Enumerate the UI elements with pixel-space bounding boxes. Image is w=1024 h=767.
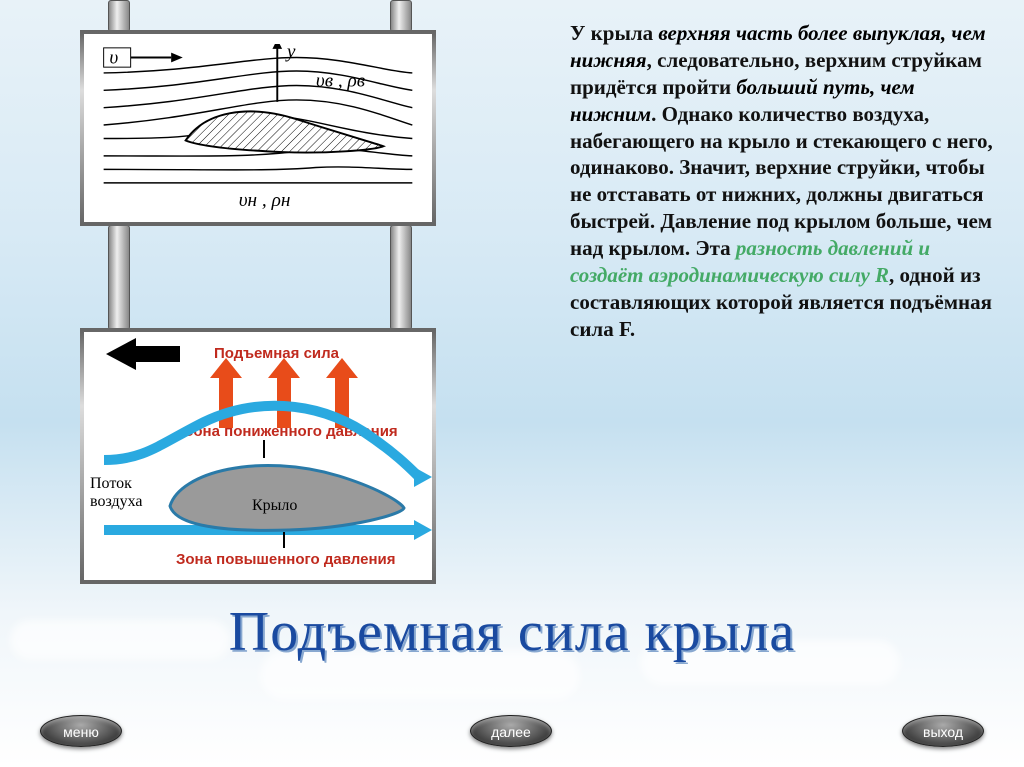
diagram-pressure: Подъемная сила Зона пониженного давления… bbox=[80, 328, 436, 584]
sign-pole bbox=[108, 0, 130, 32]
v-symbol: υ bbox=[109, 47, 118, 68]
flow-label-1: Поток bbox=[90, 475, 132, 492]
flow-direction-icon bbox=[106, 338, 180, 370]
flow-label-2: воздуха bbox=[90, 493, 143, 510]
next-button[interactable]: далее bbox=[470, 715, 552, 747]
y-symbol: y bbox=[285, 44, 296, 63]
text-part: У крыла bbox=[570, 21, 658, 45]
top-flow-label: υв , ρв bbox=[316, 70, 366, 91]
sign-pole bbox=[108, 225, 130, 330]
high-pressure-label: Зона повышенного давления bbox=[176, 551, 396, 568]
menu-button[interactable]: меню bbox=[40, 715, 122, 747]
pressure-svg: Подъемная сила Зона пониженного давления… bbox=[84, 332, 432, 580]
wing-label: Крыло bbox=[252, 497, 297, 514]
sign-pole bbox=[390, 225, 412, 330]
diagram-streamlines: υ y υв , ρв υн , ρн bbox=[80, 30, 436, 226]
streamline-svg: υ y υв , ρв υн , ρн bbox=[94, 44, 422, 216]
explanation-text: У крыла верхняя часть более выпуклая, че… bbox=[570, 20, 1000, 343]
bottom-flow-label: υн , ρн bbox=[239, 190, 291, 211]
exit-button[interactable]: выход bbox=[902, 715, 984, 747]
lift-label: Подъемная сила bbox=[214, 345, 340, 362]
page-title: Подъемная сила крыла bbox=[0, 600, 1024, 664]
sign-pole bbox=[390, 0, 412, 32]
